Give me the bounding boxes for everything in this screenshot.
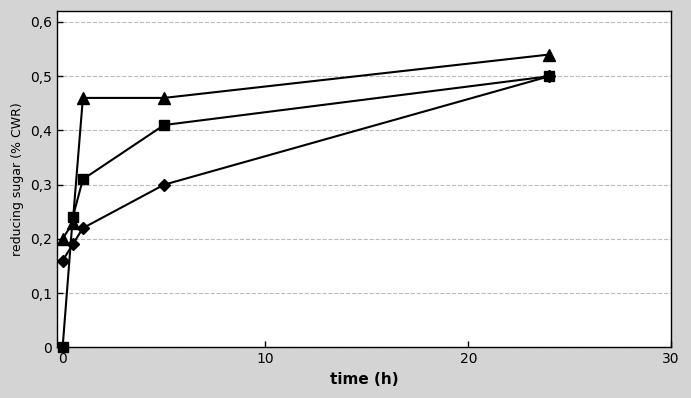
X-axis label: time (h): time (h)	[330, 372, 398, 387]
Y-axis label: reducing sugar (% CWR): reducing sugar (% CWR)	[11, 102, 24, 256]
